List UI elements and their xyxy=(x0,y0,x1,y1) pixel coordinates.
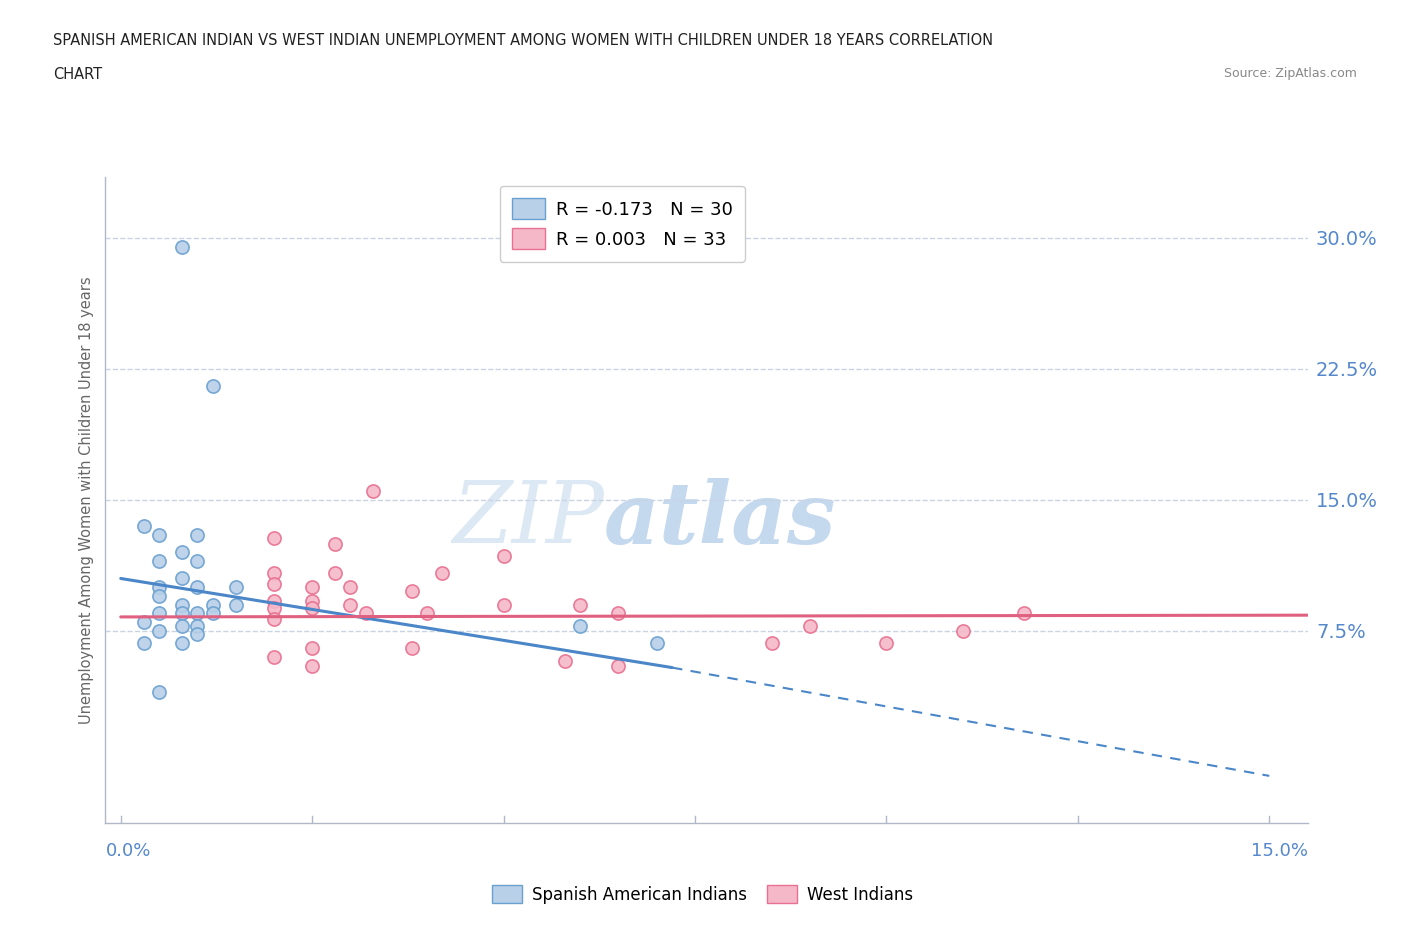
Point xyxy=(323,565,346,580)
Point xyxy=(607,658,630,673)
Point xyxy=(186,553,208,568)
Point xyxy=(416,606,439,621)
Point xyxy=(263,650,285,665)
Point xyxy=(170,636,193,651)
Point xyxy=(263,577,285,591)
Point xyxy=(401,641,423,656)
Text: SPANISH AMERICAN INDIAN VS WEST INDIAN UNEMPLOYMENT AMONG WOMEN WITH CHILDREN UN: SPANISH AMERICAN INDIAN VS WEST INDIAN U… xyxy=(53,33,994,47)
Point xyxy=(339,597,361,612)
Point xyxy=(432,565,454,580)
Point xyxy=(225,579,247,594)
Point xyxy=(186,618,208,633)
Point xyxy=(645,636,668,651)
Point xyxy=(148,684,170,699)
Point xyxy=(952,623,974,638)
Point xyxy=(1014,606,1036,621)
Point xyxy=(201,597,224,612)
Point xyxy=(301,579,323,594)
Text: 0.0%: 0.0% xyxy=(105,842,150,860)
Point xyxy=(148,623,170,638)
Point xyxy=(186,627,208,642)
Point xyxy=(569,597,592,612)
Point xyxy=(354,606,377,621)
Point xyxy=(492,597,515,612)
Point xyxy=(170,239,193,254)
Point xyxy=(132,636,155,651)
Point xyxy=(875,636,897,651)
Point xyxy=(170,597,193,612)
Point xyxy=(607,606,630,621)
Point xyxy=(186,527,208,542)
Point xyxy=(492,549,515,564)
Point xyxy=(225,597,247,612)
Text: Source: ZipAtlas.com: Source: ZipAtlas.com xyxy=(1223,67,1357,80)
Point xyxy=(201,606,224,621)
Point xyxy=(132,519,155,534)
Point xyxy=(263,611,285,626)
Point xyxy=(554,653,576,668)
Text: atlas: atlas xyxy=(605,477,837,561)
Point xyxy=(263,601,285,616)
Point xyxy=(323,536,346,551)
Text: ZIP: ZIP xyxy=(453,478,605,561)
Point xyxy=(148,589,170,604)
Y-axis label: Unemployment Among Women with Children Under 18 years: Unemployment Among Women with Children U… xyxy=(79,276,94,724)
Point xyxy=(263,593,285,608)
Point xyxy=(761,636,783,651)
Point xyxy=(186,579,208,594)
Point xyxy=(201,379,224,393)
Legend: R = -0.173   N = 30, R = 0.003   N = 33: R = -0.173 N = 30, R = 0.003 N = 33 xyxy=(499,186,745,261)
Point xyxy=(170,618,193,633)
Point xyxy=(301,641,323,656)
Point xyxy=(799,618,821,633)
Point xyxy=(170,606,193,621)
Point xyxy=(170,545,193,560)
Point xyxy=(569,618,592,633)
Point xyxy=(186,606,208,621)
Point xyxy=(263,565,285,580)
Point xyxy=(363,484,385,498)
Point xyxy=(148,553,170,568)
Point xyxy=(170,571,193,586)
Text: CHART: CHART xyxy=(53,67,103,82)
Point xyxy=(401,583,423,598)
Point xyxy=(301,658,323,673)
Point xyxy=(148,579,170,594)
Text: 15.0%: 15.0% xyxy=(1250,842,1308,860)
Point xyxy=(263,531,285,546)
Point xyxy=(148,606,170,621)
Point xyxy=(301,601,323,616)
Point xyxy=(148,527,170,542)
Point xyxy=(301,593,323,608)
Point xyxy=(132,615,155,630)
Point xyxy=(339,579,361,594)
Legend: Spanish American Indians, West Indians: Spanish American Indians, West Indians xyxy=(485,879,921,910)
